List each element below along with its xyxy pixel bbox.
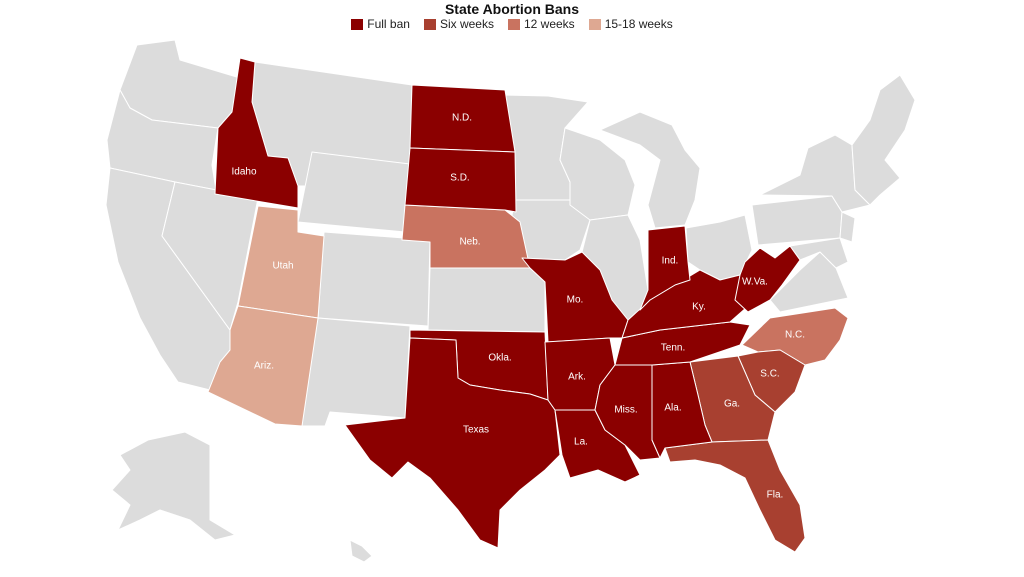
label-texas: Texas [463,425,489,436]
label-arkansas: Ark. [568,372,586,383]
label-north-carolina: N.C. [785,330,805,341]
state-labels: Idaho N.D. S.D. Neb. Utah Ariz. Okla. Te… [231,113,805,501]
legend-label-12-weeks: 12 weeks [523,17,575,31]
state-wisconsin [559,127,636,221]
state-florida [664,439,806,553]
label-nebraska: Neb. [459,237,480,248]
label-kentucky: Ky. [692,302,706,313]
state-arizona [207,305,319,427]
state-alaska [111,431,236,541]
state-kansas [427,267,546,333]
legend-label-15-18-weeks: 15-18 weeks [604,17,673,31]
label-idaho: Idaho [231,167,256,178]
legend-item-six-weeks: Six weeks [423,17,494,31]
legend: Full ban Six weeks 12 weeks 15-18 weeks [0,17,1024,31]
label-utah: Utah [272,261,293,272]
label-south-carolina: S.C. [760,369,779,380]
state-texas [344,337,561,549]
label-mississippi: Miss. [614,405,637,416]
legend-item-full-ban: Full ban [351,17,410,31]
states-full-ban [214,57,801,549]
state-south-dakota [404,147,517,213]
state-wyoming [297,151,411,233]
label-indiana: Ind. [662,256,679,267]
map-title: State Abortion Bans [444,1,580,17]
label-tennessee: Tenn. [661,343,685,354]
label-florida: Fla. [767,490,784,501]
state-new-jersey [839,211,856,243]
state-oregon [106,89,219,191]
legend-swatch-15-18-weeks [588,18,601,30]
states-15-18-weeks [207,205,325,427]
state-pennsylvania [751,195,843,246]
state-michigan [599,111,701,229]
label-oklahoma: Okla. [488,353,511,364]
label-alabama: Ala. [664,403,681,414]
label-louisiana: La. [574,437,588,448]
label-west-virginia: W.Va. [742,277,768,288]
state-hawaii [349,539,373,563]
label-north-dakota: N.D. [452,113,472,124]
label-missouri: Mo. [567,295,584,306]
legend-swatch-six-weeks [423,18,436,30]
state-new-england [851,74,916,206]
state-nebraska [401,204,531,269]
legend-swatch-full-ban [351,18,364,30]
state-west-virginia [734,245,801,313]
legend-item-15-18-weeks: 15-18 weeks [588,17,673,31]
legend-swatch-12-weeks [507,18,520,30]
label-georgia: Ga. [724,399,740,410]
state-alabama [651,361,713,459]
legend-label-six-weeks: Six weeks [439,17,494,31]
state-colorado [317,231,431,327]
state-idaho [214,57,299,209]
state-new-mexico [301,317,411,427]
label-south-dakota: S.D. [450,173,469,184]
label-arizona: Ariz. [254,361,274,372]
state-indiana [639,225,691,311]
legend-item-12-weeks: 12 weeks [507,17,575,31]
states-six-weeks [664,349,806,553]
legend-label-full-ban: Full ban [367,17,410,31]
states-no-ban [105,39,916,563]
